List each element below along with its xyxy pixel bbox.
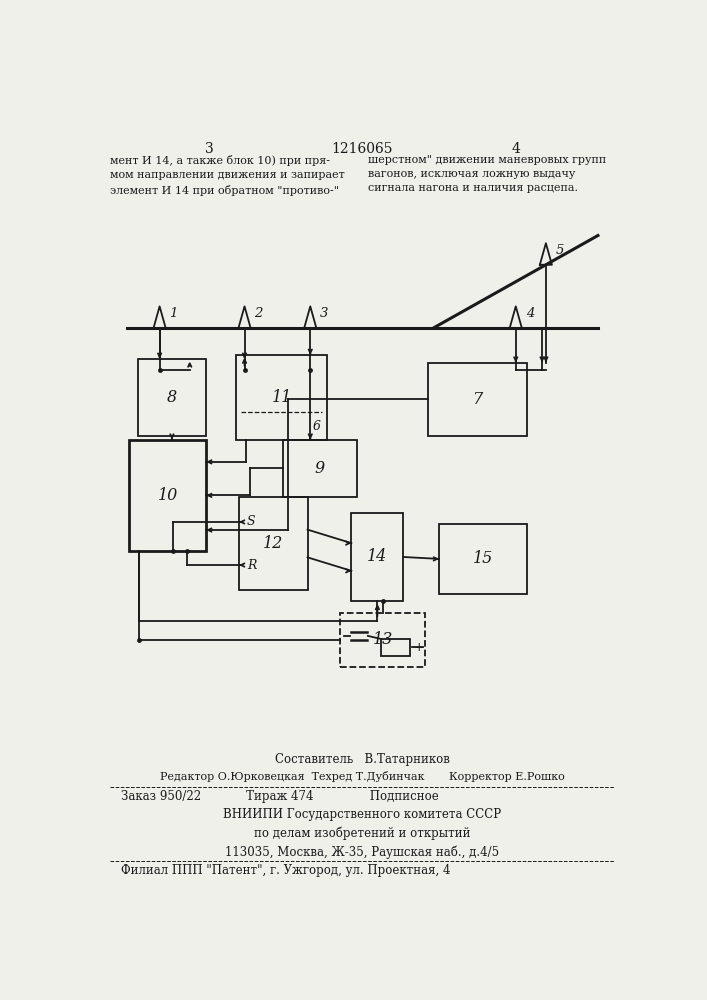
Text: 9: 9 [315, 460, 325, 477]
Text: 13: 13 [373, 631, 393, 648]
Text: Заказ 950/22            Тираж 474               Подписное: Заказ 950/22 Тираж 474 Подписное [122, 790, 439, 803]
Bar [236, 355, 327, 440]
Bar [439, 524, 527, 594]
Text: 10: 10 [158, 487, 178, 504]
Bar [283, 440, 357, 497]
Bar [239, 497, 308, 590]
Text: 2: 2 [255, 307, 263, 320]
Text: мент И 14, а также блок 10) при пря-
мом направлении движения и запирает
элемент: мент И 14, а также блок 10) при пря- мом… [110, 155, 345, 196]
Text: 15: 15 [473, 550, 493, 567]
Text: 14: 14 [367, 548, 387, 565]
Text: 4: 4 [511, 142, 520, 156]
Text: +: + [414, 641, 424, 654]
Bar [428, 363, 527, 436]
Text: Составитель   В.Татарников: Составитель В.Татарников [275, 753, 450, 766]
Text: 12: 12 [263, 535, 284, 552]
Text: 3: 3 [320, 307, 329, 320]
Bar [351, 513, 404, 601]
Bar [341, 613, 426, 667]
Text: R: R [247, 559, 256, 572]
Text: 113035, Москва, Ж-35, Раушская наб., д.4/5: 113035, Москва, Ж-35, Раушская наб., д.4… [226, 845, 499, 859]
Bar [129, 440, 206, 551]
Text: Филиал ППП "Патент", г. Ужгород, ул. Проектная, 4: Филиал ППП "Патент", г. Ужгород, ул. Про… [122, 864, 451, 877]
Text: 8: 8 [167, 389, 177, 406]
Text: 7: 7 [472, 391, 482, 408]
Text: S: S [247, 515, 255, 528]
Text: 1: 1 [170, 307, 178, 320]
Text: 3: 3 [204, 142, 214, 156]
Text: Редактор О.Юрковецкая  Техред Т.Дубинчак       Корректор Е.Рошко: Редактор О.Юрковецкая Техред Т.Дубинчак … [160, 771, 565, 782]
Text: шерстном" движении маневровых групп
вагонов, исключая ложную выдачу
сигнала наго: шерстном" движении маневровых групп ваго… [368, 155, 606, 193]
Text: 11: 11 [271, 389, 292, 406]
Bar [381, 639, 410, 656]
Text: 4: 4 [525, 307, 534, 320]
Text: 5: 5 [556, 244, 564, 257]
Text: 1216065: 1216065 [332, 142, 393, 156]
Text: ВНИИПИ Государственного комитета СССР: ВНИИПИ Государственного комитета СССР [223, 808, 501, 821]
Bar [138, 359, 206, 436]
Text: 6: 6 [312, 420, 320, 433]
Text: по делам изобретений и открытий: по делам изобретений и открытий [254, 827, 471, 840]
